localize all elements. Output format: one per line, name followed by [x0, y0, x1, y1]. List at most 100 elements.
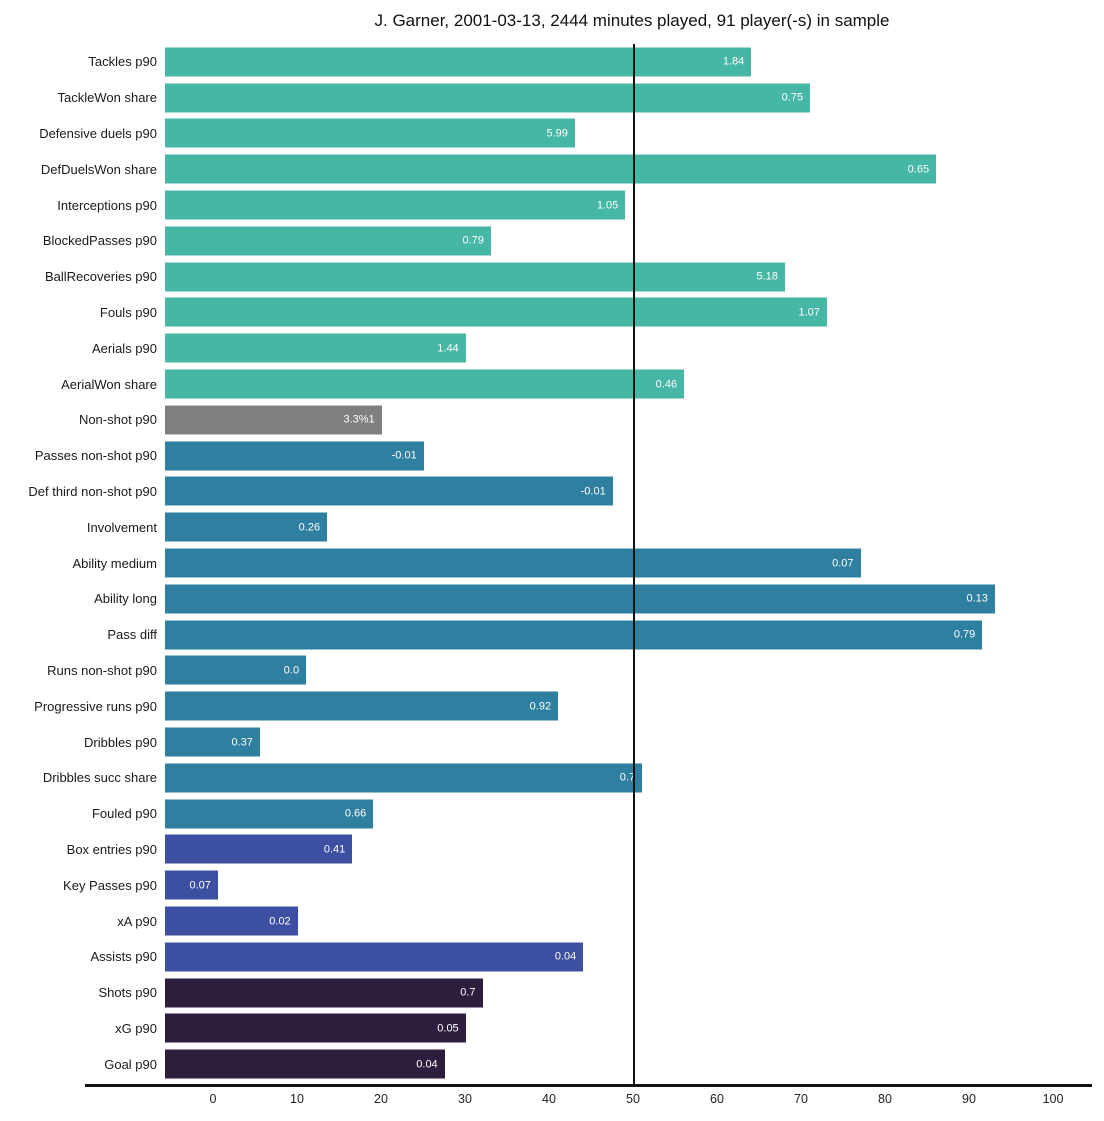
bar-row: Non-shot p90 3.3%1: [0, 402, 1104, 438]
bar: 0.66: [165, 799, 374, 829]
bar-row: Progressive runs p90 0.92: [0, 688, 1104, 724]
category-label: Interceptions p90: [57, 197, 157, 213]
bar-track: 0.65: [165, 151, 1104, 187]
category-label: Shots p90: [98, 985, 157, 1001]
x-tick-label: 20: [374, 1092, 388, 1106]
category-label: Assists p90: [90, 949, 157, 965]
category-label: Dribbles p90: [84, 734, 157, 750]
bar-row: Interceptions p90 1.05: [0, 187, 1104, 223]
bar-row: AerialWon share 0.46: [0, 366, 1104, 402]
bar: 0.05: [165, 1013, 466, 1043]
category-label: TackleWon share: [57, 90, 157, 106]
bar: 0.7: [165, 978, 483, 1008]
bar-track: 1.44: [165, 330, 1104, 366]
value-label: 0.7: [460, 986, 476, 999]
bar-row: TackleWon share 0.75: [0, 80, 1104, 116]
category-label: Def third non-shot p90: [28, 483, 157, 499]
bar: 0.07: [165, 870, 218, 900]
value-label: 0.46: [655, 378, 678, 391]
bar: 1.07: [165, 297, 827, 327]
category-label: Runs non-shot p90: [47, 662, 157, 678]
bar-row: Dribbles p90 0.37: [0, 724, 1104, 760]
bar-row: Fouled p90 0.66: [0, 796, 1104, 832]
bar-track: 0.04: [165, 1046, 1104, 1082]
bar-track: 5.99: [165, 116, 1104, 152]
bar: 0.37: [165, 727, 260, 757]
value-label: 0.79: [953, 628, 976, 641]
x-tick-label: 80: [878, 1092, 892, 1106]
bar-row: Assists p90 0.04: [0, 939, 1104, 975]
bar-row: Pass diff 0.79: [0, 617, 1104, 653]
bar-track: 0.41: [165, 832, 1104, 868]
bar-track: 0.05: [165, 1011, 1104, 1047]
bar-track: 0.07: [165, 867, 1104, 903]
bar-row: BlockedPasses p90 0.79: [0, 223, 1104, 259]
bar-track: 5.18: [165, 259, 1104, 295]
category-label: Progressive runs p90: [34, 698, 157, 714]
x-tick-label: 30: [458, 1092, 472, 1106]
category-label: xG p90: [115, 1020, 157, 1036]
bar-track: 1.84: [165, 44, 1104, 80]
bar-track: 0.79: [165, 617, 1104, 653]
bar-row: xA p90 0.02: [0, 903, 1104, 939]
bar: -0.01: [165, 476, 613, 506]
x-tick-label: 100: [1042, 1092, 1064, 1106]
bar-row: DefDuelsWon share 0.65: [0, 151, 1104, 187]
bar-track: 0.04: [165, 939, 1104, 975]
value-label: 5.99: [546, 127, 568, 140]
bar: 0.41: [165, 834, 353, 864]
bar-row: Passes non-shot p90 -0.01: [0, 438, 1104, 474]
category-label: Involvement: [86, 519, 157, 535]
bar: 0.07: [165, 548, 861, 578]
bar: 5.18: [165, 262, 785, 292]
bar-track: 0.37: [165, 724, 1104, 760]
value-label: 0.07: [189, 879, 211, 892]
bar: -0.01: [165, 441, 424, 471]
bar: 0.92: [165, 691, 559, 721]
bar-track: 0.66: [165, 796, 1104, 832]
chart-title: J. Garner, 2001-03-13, 2444 minutes play…: [374, 11, 890, 30]
bar-row: Dribbles succ share 0.7: [0, 760, 1104, 796]
bar-track: 0.75: [165, 80, 1104, 116]
category-label: Defensive duels p90: [39, 125, 157, 141]
bar-rows: Tackles p90 1.84 TackleWon share 0.75 Defens…: [0, 44, 1104, 1082]
bar-row: Shots p90 0.7: [0, 975, 1104, 1011]
bar: 0.04: [165, 1049, 445, 1079]
bar-row: Def third non-shot p90 -0.01: [0, 474, 1104, 510]
bar-track: -0.01: [165, 474, 1104, 510]
value-label: 0.79: [462, 234, 484, 247]
value-label: 1.84: [722, 55, 745, 68]
bar-row: xG p90 0.05: [0, 1011, 1104, 1047]
value-label: 1.44: [437, 342, 459, 355]
value-label: 0.75: [781, 91, 804, 104]
category-label: Goal p90: [104, 1056, 157, 1072]
category-label: Ability long: [94, 591, 157, 607]
x-axis-line: [85, 1084, 1092, 1087]
value-label: 0.26: [298, 521, 321, 534]
category-label: Non-shot p90: [78, 412, 157, 428]
bar-track: 0.02: [165, 903, 1104, 939]
bar-track: 1.05: [165, 187, 1104, 223]
bar-row: Aerials p90 1.44: [0, 330, 1104, 366]
bar-row: Goal p90 0.04: [0, 1046, 1104, 1082]
bar: 0.75: [165, 83, 811, 113]
category-label: Pass diff: [107, 627, 157, 643]
bar-row: Ability medium 0.07: [0, 545, 1104, 581]
x-tick-label: 0: [209, 1092, 217, 1106]
category-label: BlockedPasses p90: [42, 233, 157, 249]
bar-track: 3.3%1: [165, 402, 1104, 438]
bar: 0.46: [165, 369, 685, 399]
bar: 1.05: [165, 190, 626, 220]
bar: 0.02: [165, 906, 298, 936]
bar: 1.44: [165, 333, 466, 363]
bar-track: 0.13: [165, 581, 1104, 617]
category-label: Fouled p90: [91, 806, 157, 822]
bar-track: 0.46: [165, 366, 1104, 402]
bar-track: 0.92: [165, 688, 1104, 724]
value-label: 5.18: [756, 270, 778, 283]
category-label: Passes non-shot p90: [34, 448, 157, 464]
category-label: Fouls p90: [99, 304, 157, 320]
value-label: 0.65: [907, 163, 930, 176]
bar-row: Defensive duels p90 5.99: [0, 116, 1104, 152]
